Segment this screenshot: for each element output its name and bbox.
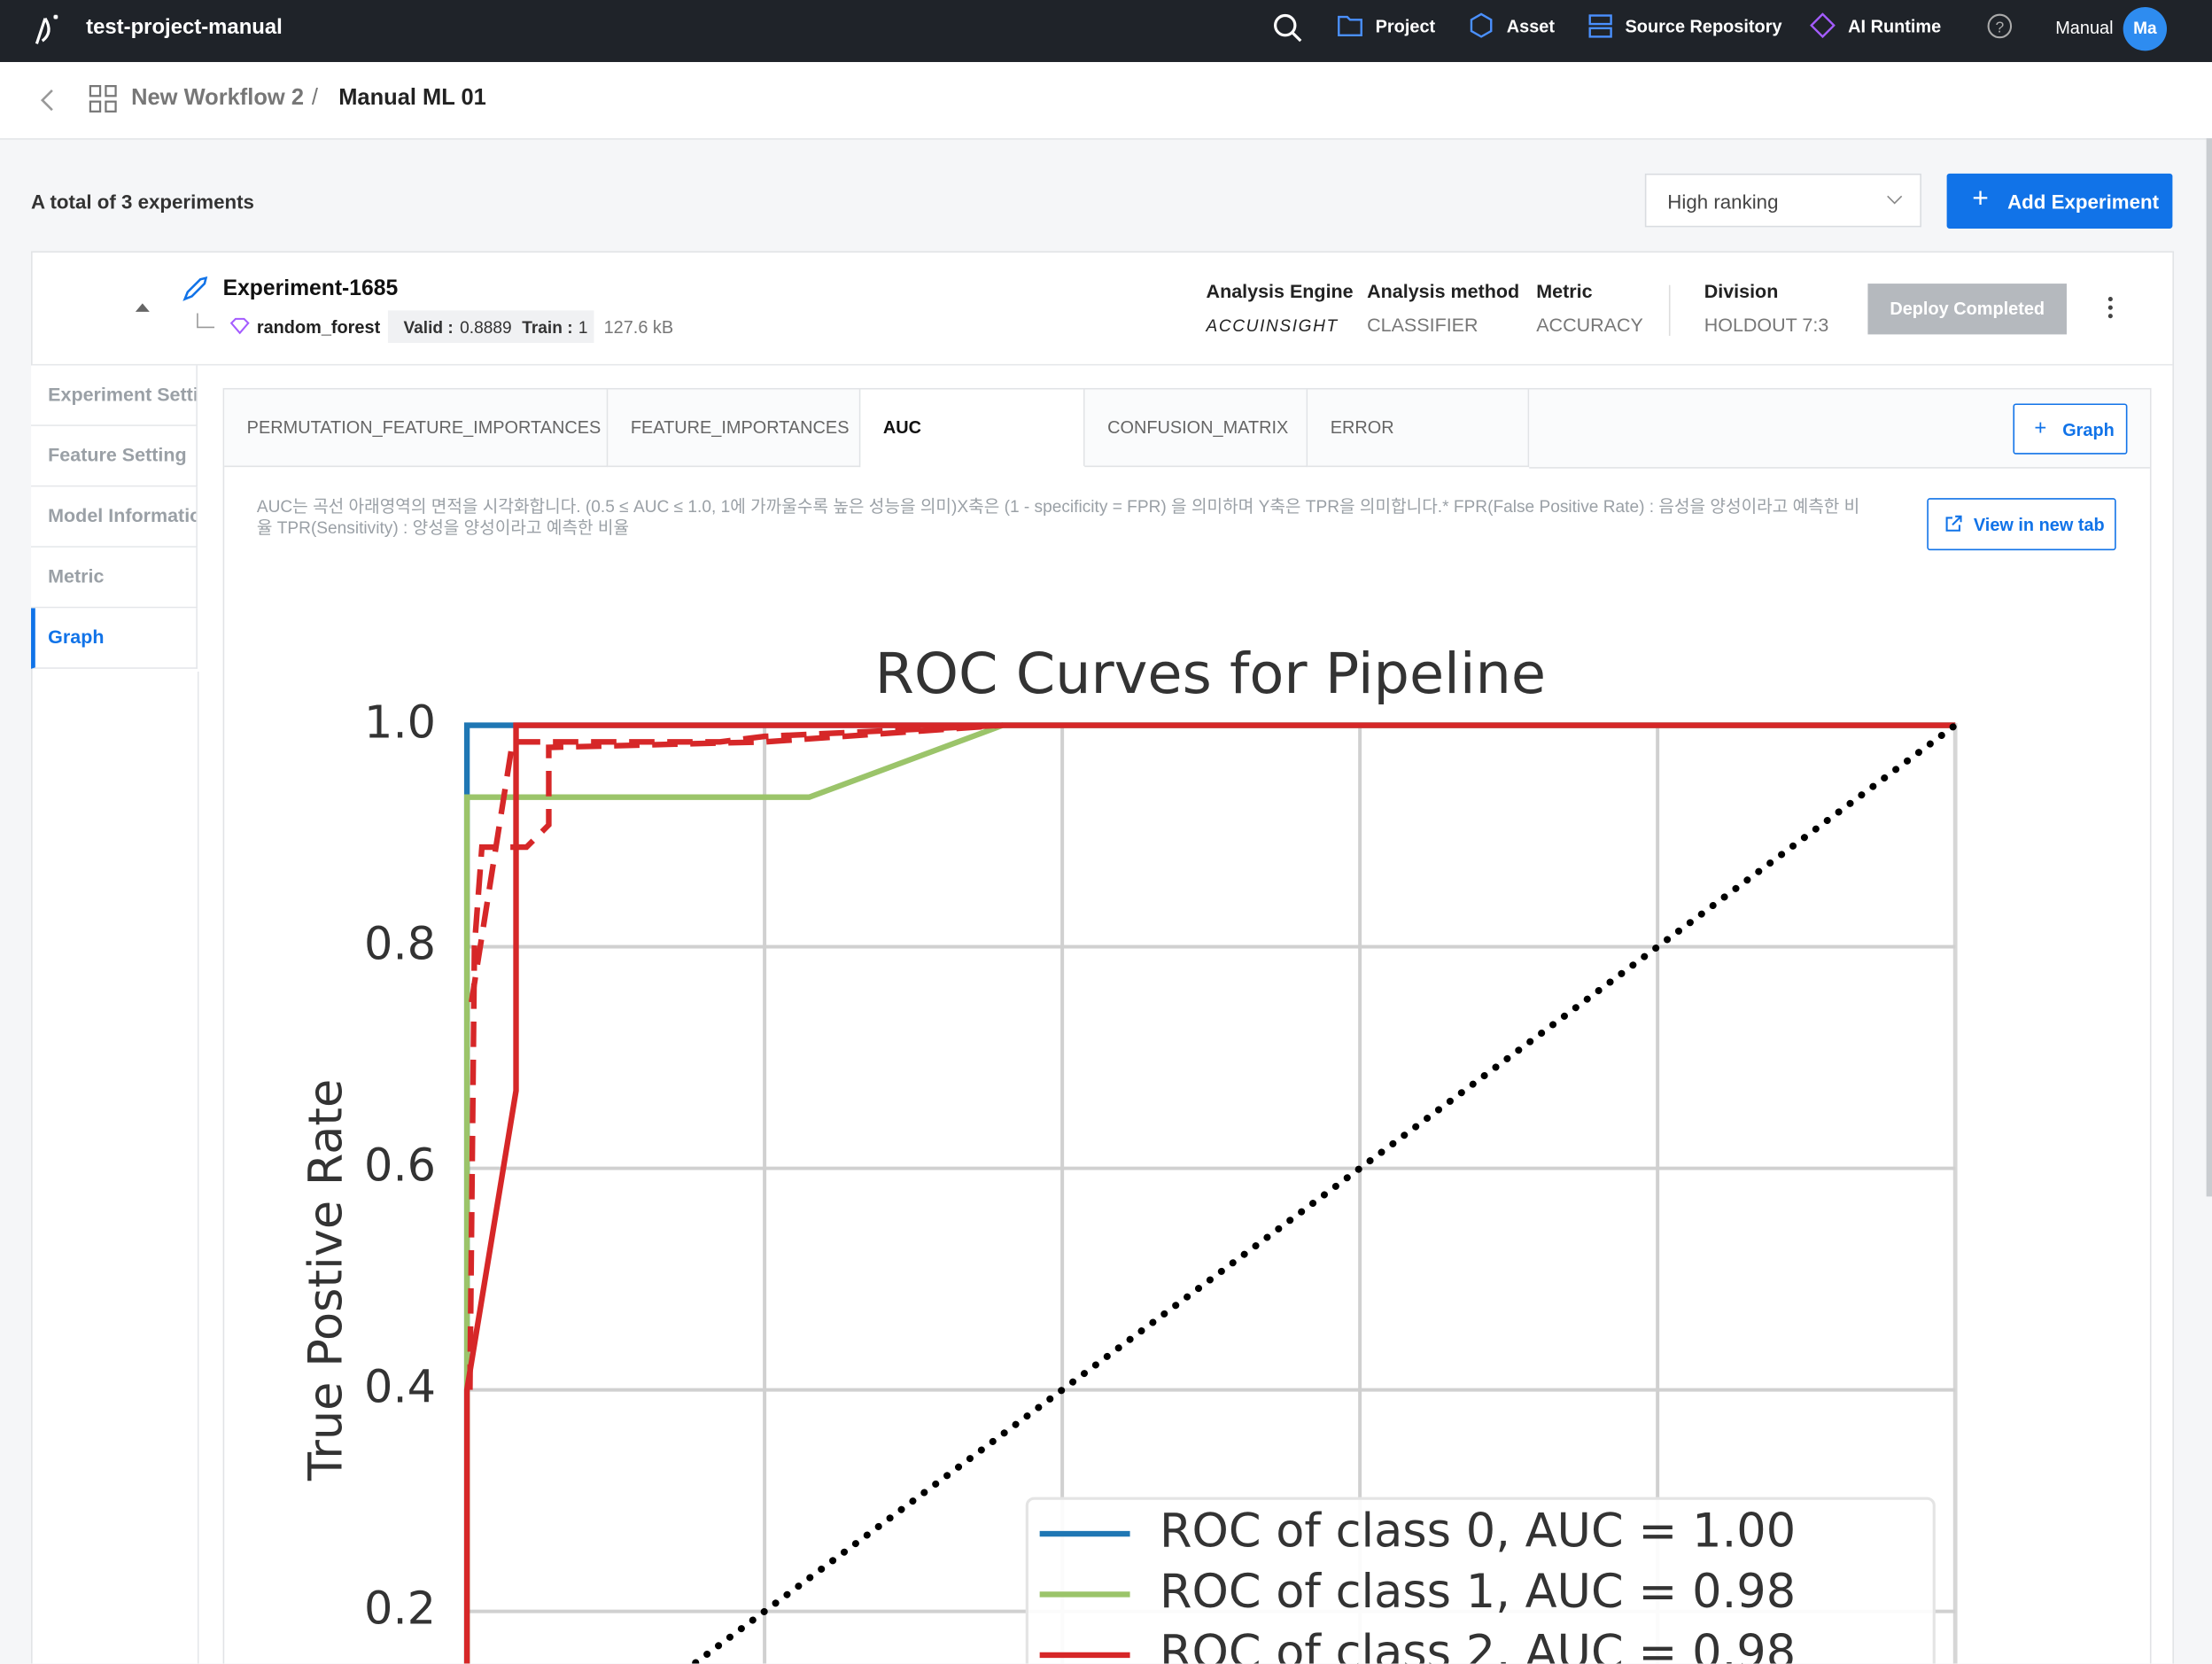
column-value: ACCURACY bbox=[1536, 315, 1643, 337]
plus-icon: + bbox=[2034, 416, 2047, 440]
button-label: View in new tab bbox=[1973, 515, 2105, 535]
tab[interactable]: PERMUTATION_FEATURE_IMPORTANCES bbox=[224, 389, 609, 468]
column-label: Metric bbox=[1536, 280, 1593, 302]
divider bbox=[32, 363, 2173, 366]
train-score: 1 bbox=[578, 317, 588, 338]
valid-label: Valid : bbox=[403, 317, 454, 338]
model-icon bbox=[229, 317, 250, 335]
back-button[interactable] bbox=[36, 88, 56, 113]
view-new-tab-button[interactable]: View in new tab bbox=[1927, 498, 2116, 551]
workflow-icon bbox=[89, 85, 117, 113]
sort-value: High ranking bbox=[1667, 190, 1779, 214]
project-name[interactable]: test-project-manual bbox=[86, 15, 283, 40]
roc-line bbox=[688, 721, 1960, 1664]
button-label: Add Experiment bbox=[2007, 190, 2160, 214]
side-menu-item[interactable]: Metric bbox=[31, 547, 198, 609]
legend-box bbox=[1025, 1497, 1936, 1664]
experiment-icon bbox=[182, 276, 208, 301]
valid-score: 0.8889 bbox=[460, 317, 512, 338]
add-graph-button[interactable]: + Graph bbox=[2013, 403, 2128, 455]
description: AUC는 곡선 아래영역의 면적을 시각화합니다. (0.5 ≤ AUC ≤ 1… bbox=[256, 496, 1860, 538]
dropdown-arrow bbox=[1887, 195, 1903, 205]
collapse-toggle[interactable] bbox=[134, 300, 151, 315]
avatar[interactable]: Ma bbox=[2123, 6, 2168, 51]
column-label: Division bbox=[1704, 280, 1779, 302]
tab[interactable]: CONFUSION_MATRIX bbox=[1084, 389, 1308, 468]
model-name: random_forest bbox=[256, 317, 381, 338]
engine-logo: ACCUINSIGHT bbox=[1206, 315, 1339, 337]
external-icon bbox=[1945, 515, 1962, 532]
button-label: Graph bbox=[2062, 420, 2115, 440]
y-tick-label: 0.8 bbox=[364, 919, 436, 971]
asset-icon bbox=[1470, 12, 1493, 38]
legend-label: ROC of class 1, AUC = 0.98 bbox=[1160, 1565, 1796, 1619]
legend-label: ROC of class 2, AUC = 0.98 bbox=[1160, 1626, 1796, 1664]
project-icon bbox=[1338, 15, 1362, 37]
logo bbox=[35, 14, 58, 44]
nav-link[interactable]: AI Runtime bbox=[1848, 17, 1942, 37]
column-value: CLASSIFIER bbox=[1367, 315, 1479, 337]
add-experiment-button[interactable]: + Add Experiment bbox=[1946, 173, 2173, 229]
runtime-icon bbox=[1810, 12, 1836, 38]
breadcrumb-current: Manual ML 01 bbox=[338, 86, 486, 111]
nav-link[interactable]: Asset bbox=[1506, 17, 1555, 37]
y-tick-label: 1.0 bbox=[364, 697, 436, 750]
tab[interactable]: ERROR bbox=[1308, 389, 1530, 468]
deploy-status: Deploy Completed bbox=[1867, 284, 2067, 335]
user-name[interactable]: Manual bbox=[2055, 18, 2114, 38]
breadcrumb-bar: New Workflow 2 / Manual ML 01 bbox=[0, 62, 2212, 140]
plus-icon: + bbox=[1972, 183, 1989, 215]
score-badge: Valid : 0.8889 Train : 1 bbox=[387, 310, 594, 343]
top-bar: test-project-manual Project Asset Source… bbox=[0, 0, 2212, 63]
nav-link[interactable]: Project bbox=[1375, 17, 1436, 37]
side-menu-item[interactable]: Experiment Setting bbox=[31, 365, 198, 426]
divider bbox=[1668, 284, 1671, 337]
y-tick-label: 0.6 bbox=[364, 1140, 436, 1193]
svg-text:?: ? bbox=[1995, 19, 2004, 36]
legend-label: ROC of class 0, AUC = 1.00 bbox=[1160, 1505, 1796, 1559]
roc-chart: ROC Curves for Pipeline True Postive Rat… bbox=[299, 641, 1960, 1664]
side-menu-item-active[interactable]: Graph bbox=[31, 608, 198, 669]
help-icon[interactable]: ? bbox=[1986, 12, 2013, 39]
tab[interactable]: FEATURE_IMPORTANCES bbox=[608, 389, 861, 468]
tab-active[interactable]: AUC bbox=[860, 389, 1085, 468]
side-menu-item[interactable]: Feature Setting bbox=[31, 425, 198, 487]
experiment-count: A total of 3 experiments bbox=[31, 190, 254, 214]
divider bbox=[197, 672, 199, 1664]
branch-icon bbox=[197, 313, 215, 329]
y-tick-label: 0.4 bbox=[364, 1362, 436, 1414]
sort-select[interactable]: High ranking bbox=[1644, 173, 1921, 228]
repo-icon bbox=[1588, 14, 1612, 38]
y-axis-label: True Postive Rate bbox=[299, 1079, 353, 1481]
search-icon[interactable] bbox=[1271, 12, 1305, 45]
chart-title: ROC Curves for Pipeline bbox=[875, 641, 1546, 707]
column-label: Analysis method bbox=[1367, 280, 1520, 302]
column-label: Analysis Engine bbox=[1206, 280, 1354, 302]
roc-line bbox=[469, 722, 1004, 1003]
column-value: HOLDOUT 7:3 bbox=[1704, 315, 1829, 337]
y-tick-label: 0.2 bbox=[364, 1583, 436, 1636]
breadcrumb-separator: / bbox=[311, 86, 319, 111]
breadcrumb-link[interactable]: New Workflow 2 bbox=[131, 86, 305, 111]
more-menu[interactable] bbox=[2107, 295, 2115, 321]
experiment-name[interactable]: Experiment-1685 bbox=[222, 276, 399, 301]
side-menu-item[interactable]: Model Information bbox=[31, 486, 198, 548]
scrollbar bbox=[2206, 138, 2212, 1197]
nav-link[interactable]: Source Repository bbox=[1625, 17, 1782, 37]
train-label: Train : bbox=[522, 317, 573, 338]
model-size: 127.6 kB bbox=[603, 317, 674, 338]
